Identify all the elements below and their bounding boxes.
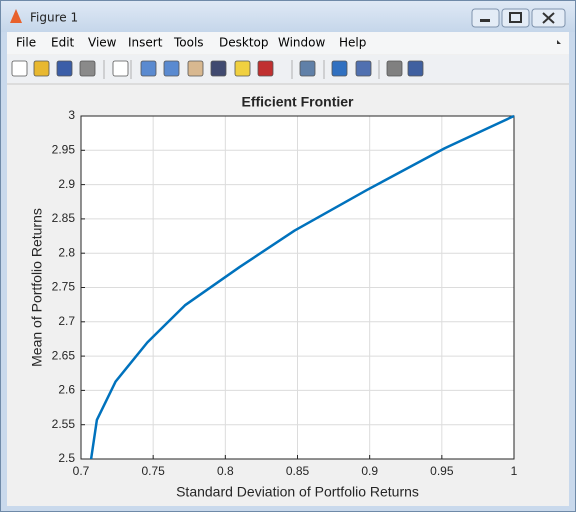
y-tick-label: 2.65	[52, 348, 76, 362]
maximize-icon	[509, 12, 522, 23]
toolbar-button[interactable]	[386, 60, 403, 77]
toolbar-button[interactable]	[407, 60, 424, 77]
chart-title: Efficient Frontier	[241, 94, 354, 110]
y-tick-label: 2.95	[52, 142, 76, 156]
y-tick-label: 2.6	[58, 383, 75, 397]
toolbar	[7, 55, 569, 83]
toolbar-button[interactable]	[210, 60, 227, 77]
toolbar-button[interactable]	[11, 60, 28, 77]
y-tick-label: 3	[68, 108, 75, 122]
y-tick-label: 2.55	[52, 417, 76, 431]
y-tick-label: 2.7	[58, 314, 75, 328]
toolbar-button[interactable]	[187, 60, 204, 77]
toolbar-button[interactable]	[112, 60, 129, 77]
x-tick-label: 0.85	[286, 464, 310, 478]
x-tick-label: 0.8	[217, 464, 234, 478]
x-tick-label: 0.75	[141, 464, 165, 478]
x-axis-label: Standard Deviation of Portfolio Returns	[176, 484, 419, 500]
menu-item[interactable]: Desktop	[219, 36, 269, 50]
minimize-icon	[480, 19, 490, 22]
menu-item[interactable]: File	[16, 36, 36, 50]
y-axis-label: Mean of Portfolio Returns	[29, 208, 45, 367]
toolbar-button[interactable]	[257, 60, 274, 77]
menu-item[interactable]: Tools	[173, 36, 204, 50]
y-tick-label: 2.9	[58, 177, 75, 191]
menu-item[interactable]: Window	[278, 36, 326, 50]
toolbar-button[interactable]	[33, 60, 50, 77]
x-tick-label: 0.7	[73, 464, 90, 478]
menu-arrow	[557, 40, 561, 44]
toolbar-button[interactable]	[79, 60, 96, 77]
x-tick-label: 0.9	[361, 464, 378, 478]
menu-item[interactable]: View	[88, 36, 117, 50]
series-line	[89, 114, 515, 460]
y-tick-label: 2.5	[58, 451, 75, 465]
window-title: Figure 1	[30, 11, 78, 25]
maximize-button[interactable]	[501, 8, 530, 28]
x-tick-label: 0.95	[430, 464, 454, 478]
app-icon	[10, 9, 22, 23]
toolbar-button[interactable]	[299, 60, 316, 77]
y-tick-label: 2.75	[52, 280, 76, 294]
x-tick-label: 1	[511, 464, 518, 478]
y-tick-label: 2.85	[52, 211, 76, 225]
minimize-button[interactable]	[471, 8, 500, 28]
toolbar-button[interactable]	[331, 60, 348, 77]
menu-item[interactable]: Edit	[51, 36, 75, 50]
toolbar-button[interactable]	[355, 60, 372, 77]
toolbar-button[interactable]	[163, 60, 180, 77]
close-icon	[542, 12, 555, 24]
menu-item[interactable]: Help	[339, 36, 366, 50]
axes-box	[80, 115, 515, 460]
toolbar-button[interactable]	[140, 60, 157, 77]
toolbar-button[interactable]	[234, 60, 251, 77]
y-tick-label: 2.8	[58, 245, 75, 259]
menu-item[interactable]: Insert	[128, 36, 163, 50]
toolbar-button[interactable]	[56, 60, 73, 77]
menu-bar	[7, 32, 569, 54]
